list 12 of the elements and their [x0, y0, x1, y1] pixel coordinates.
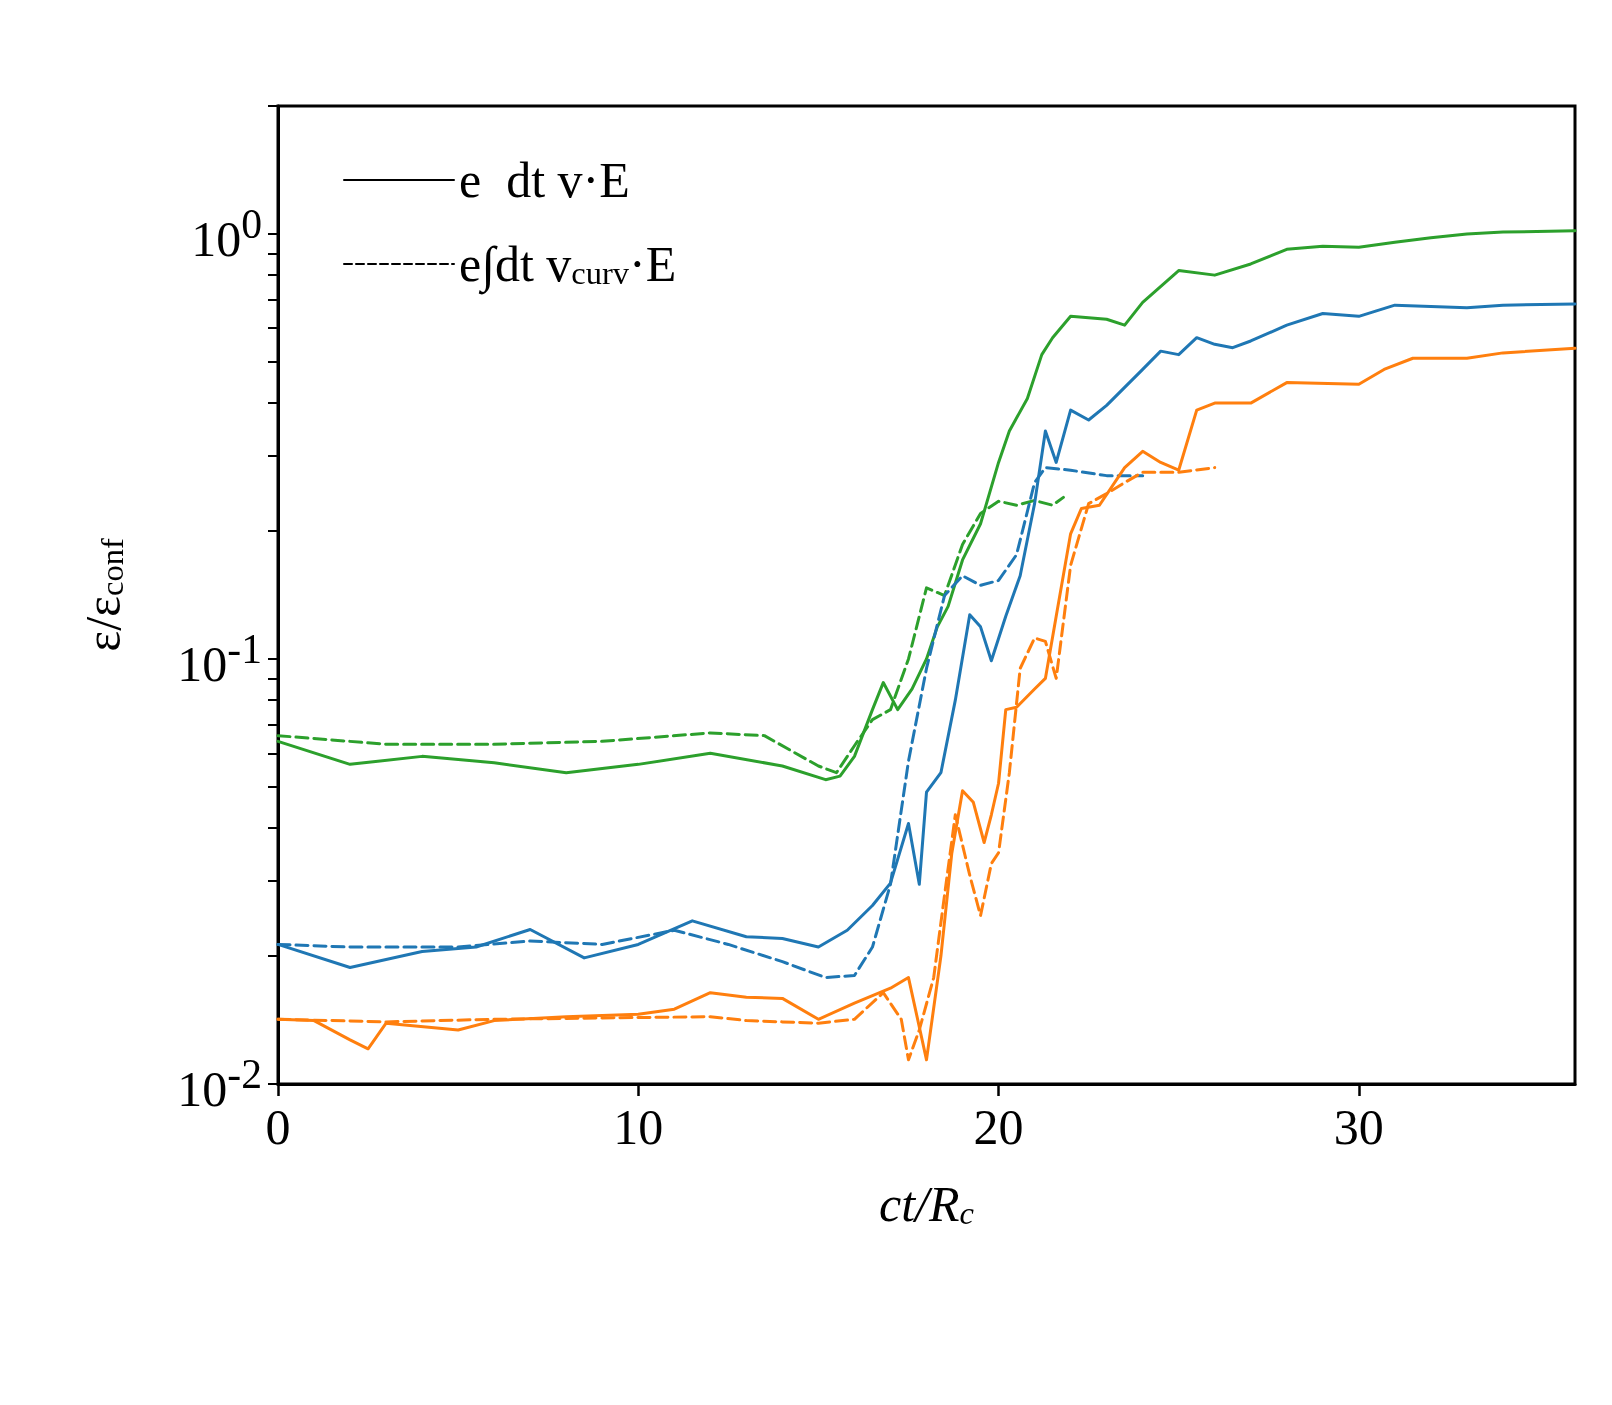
x-axis-title: ct/Rc — [879, 1176, 975, 1232]
line-series — [276, 229, 1577, 782]
y-axis-title: ε/εconf — [75, 538, 131, 652]
x-tick-label: 20 — [973, 1099, 1024, 1155]
y-tick-label: 10$^{0}$ — [191, 201, 262, 267]
x-tick-label: 10 — [613, 1099, 664, 1155]
legend-label: e∫dt vcurv·E — [459, 236, 677, 295]
y-tick-label: 10$^{-1}$ — [177, 626, 262, 692]
x-tick-label: 30 — [1333, 1099, 1384, 1155]
x-tick-label: 0 — [265, 1099, 291, 1155]
legend-label: e dt v·E — [459, 152, 630, 208]
y-tick-label: 10$^{-2}$ — [177, 1051, 262, 1117]
